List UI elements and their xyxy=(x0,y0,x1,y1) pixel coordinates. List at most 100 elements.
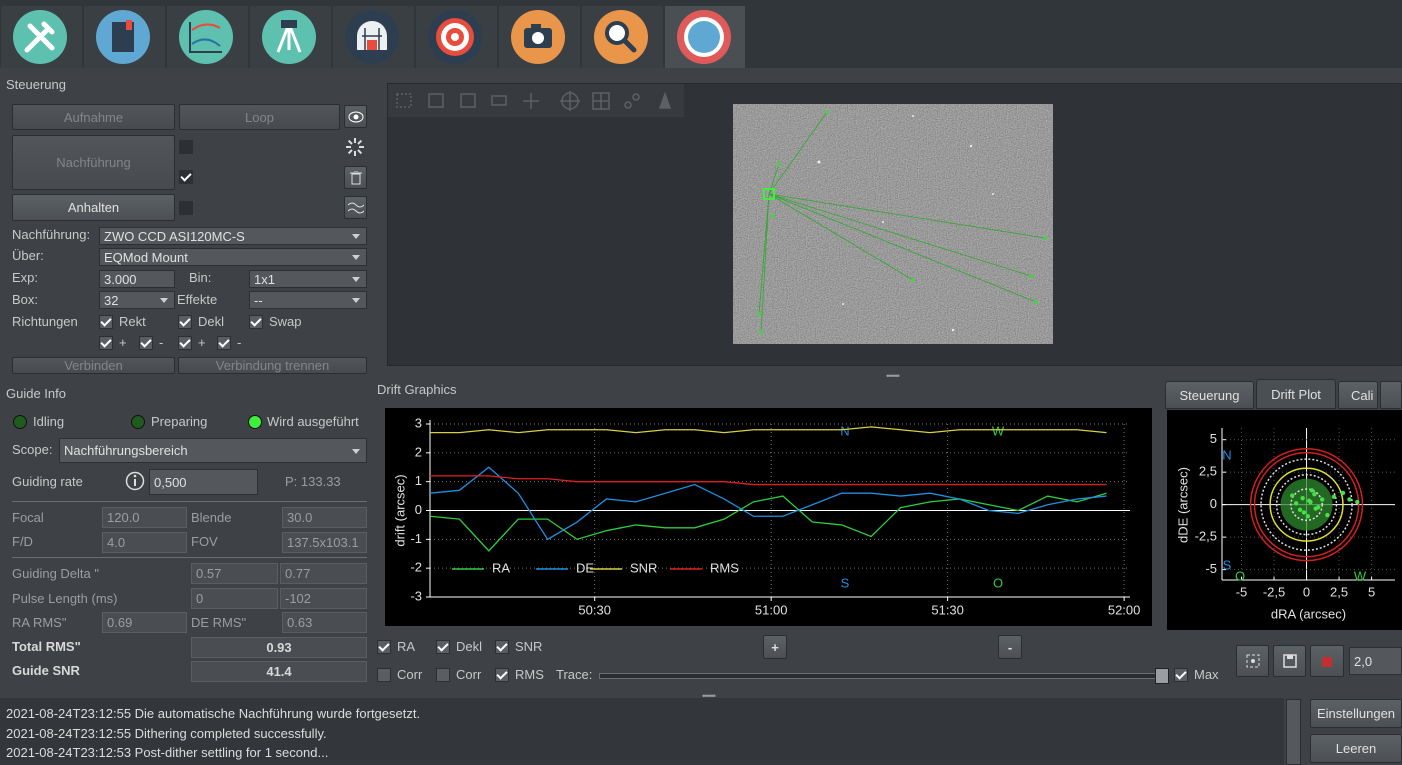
effects-combo[interactable]: -- xyxy=(249,291,367,309)
tab[interactable]: Cali xyxy=(1338,381,1378,409)
annotation: O xyxy=(993,575,1003,590)
label: DE RMS" xyxy=(191,615,247,630)
trace-slider[interactable] xyxy=(599,673,1161,679)
exposure-spin[interactable]: 3.000 xyxy=(99,270,175,288)
checkbox[interactable] xyxy=(249,315,263,329)
checkbox[interactable] xyxy=(436,668,450,682)
label: Guiding rate xyxy=(12,474,83,489)
checkbox[interactable] xyxy=(1174,668,1188,682)
status-label: Wird ausgeführt xyxy=(267,414,359,429)
center-button[interactable] xyxy=(1236,645,1269,677)
chart-background xyxy=(385,408,1152,626)
clear-log-button[interactable]: Leeren xyxy=(1310,734,1402,763)
guider-combo[interactable]: ZWO CCD ASI120MC-S xyxy=(99,227,367,245)
icon-button[interactable] xyxy=(344,105,367,128)
legend-label: RA xyxy=(492,560,510,575)
checkbox[interactable] xyxy=(377,640,391,654)
tab[interactable] xyxy=(416,6,497,68)
splitter[interactable]: •••••• xyxy=(886,371,900,381)
point xyxy=(1313,506,1318,511)
annotation: S xyxy=(1223,557,1232,572)
log-line: 2021-08-24T23:12:53 Post-dither settling… xyxy=(6,745,329,760)
tab[interactable] xyxy=(84,6,165,68)
checkbox[interactable] xyxy=(377,668,391,682)
delete-button[interactable] xyxy=(344,166,367,189)
field: 0.57 xyxy=(191,563,278,584)
separator xyxy=(12,501,367,502)
field: 30.0 xyxy=(282,507,367,528)
annotation: W xyxy=(992,423,1005,438)
x-tick-label: 0 xyxy=(1303,584,1310,599)
zoom-spin[interactable]: 2,0 xyxy=(1349,647,1402,675)
tab[interactable]: Drift Plot xyxy=(1256,379,1336,409)
checkbox[interactable] xyxy=(99,336,113,350)
settings-button[interactable]: Einstellungen xyxy=(1310,699,1402,728)
tab[interactable] xyxy=(1,6,82,68)
guide-button[interactable]: Nachführung xyxy=(12,135,175,190)
tab[interactable] xyxy=(250,6,331,68)
field: 0.93 xyxy=(191,637,367,658)
checkbox[interactable] xyxy=(139,336,153,350)
loop-button[interactable]: Loop xyxy=(179,104,340,130)
field: 0.69 xyxy=(102,612,187,633)
disconnect-button[interactable]: Verbindung trennen xyxy=(178,357,367,374)
bin-combo[interactable]: 1x1 xyxy=(249,270,367,288)
tab[interactable] xyxy=(582,6,663,68)
tab[interactable] xyxy=(333,6,414,68)
checkbox[interactable] xyxy=(436,640,450,654)
checkbox[interactable] xyxy=(217,336,231,350)
box-combo[interactable]: 32 xyxy=(99,291,175,309)
label: Box: xyxy=(12,292,39,307)
legend-label: RMS xyxy=(710,560,739,575)
tab-scroll[interactable] xyxy=(1380,381,1402,409)
save-button[interactable] xyxy=(1273,645,1306,677)
checkbox[interactable] xyxy=(178,336,192,350)
field: 0.63 xyxy=(282,612,367,633)
y-tick-label: 5 xyxy=(1210,431,1217,446)
section-title: Guide Info xyxy=(6,386,66,401)
checkbox[interactable] xyxy=(179,140,193,154)
log-line: 2021-08-24T23:12:55 Dithering completed … xyxy=(6,726,327,741)
series-line xyxy=(430,426,1107,434)
annotation: N xyxy=(1222,447,1231,462)
tab[interactable]: Steuerung xyxy=(1165,381,1254,409)
label: RA RMS" xyxy=(12,615,67,630)
clear-button[interactable] xyxy=(1310,645,1344,677)
scrollbar[interactable] xyxy=(1286,699,1301,765)
target-disc xyxy=(1280,478,1333,531)
zoom-in-button[interactable]: + xyxy=(763,635,787,659)
label: Dekl xyxy=(456,639,483,654)
zoom-out-button[interactable]: - xyxy=(998,635,1022,659)
rate-spin[interactable]: 0,500 xyxy=(149,469,258,495)
label: Dekl xyxy=(198,314,225,329)
checkbox[interactable] xyxy=(495,640,509,654)
stop-button[interactable]: Anhalten xyxy=(12,194,175,221)
tab[interactable] xyxy=(167,6,248,68)
status-label: Preparing xyxy=(151,414,208,429)
view-toolbar xyxy=(388,84,684,117)
icon xyxy=(1322,657,1332,667)
y-tick-label: -5 xyxy=(1205,561,1217,576)
connect-button[interactable]: Verbinden xyxy=(12,357,175,374)
tab[interactable] xyxy=(499,6,580,68)
via-combo[interactable]: EQMod Mount xyxy=(99,248,367,266)
scope-combo[interactable]: Nachführungsbereich xyxy=(59,438,367,463)
x-tick-label: -5 xyxy=(1236,584,1248,599)
checkbox[interactable] xyxy=(179,201,193,215)
separator xyxy=(12,557,367,558)
legend-label: DE xyxy=(576,560,594,575)
slider-handle[interactable] xyxy=(1155,668,1169,684)
capture-button[interactable]: Aufnahme xyxy=(12,104,175,130)
tab[interactable] xyxy=(665,6,745,68)
checkbox[interactable] xyxy=(179,170,193,184)
splitter[interactable]: •••••• xyxy=(702,691,716,701)
checkbox[interactable] xyxy=(99,315,113,329)
x-tick-label: 51:00 xyxy=(755,602,788,617)
checkbox[interactable] xyxy=(495,668,509,682)
log-line: 2021-08-24T23:12:55 Die automatische Nac… xyxy=(6,706,421,721)
point xyxy=(1308,499,1313,505)
checkbox[interactable] xyxy=(178,315,192,329)
graph-button[interactable] xyxy=(344,196,367,219)
y-axis-label: drift (arcsec) xyxy=(392,474,407,546)
wave-icon xyxy=(347,202,364,213)
